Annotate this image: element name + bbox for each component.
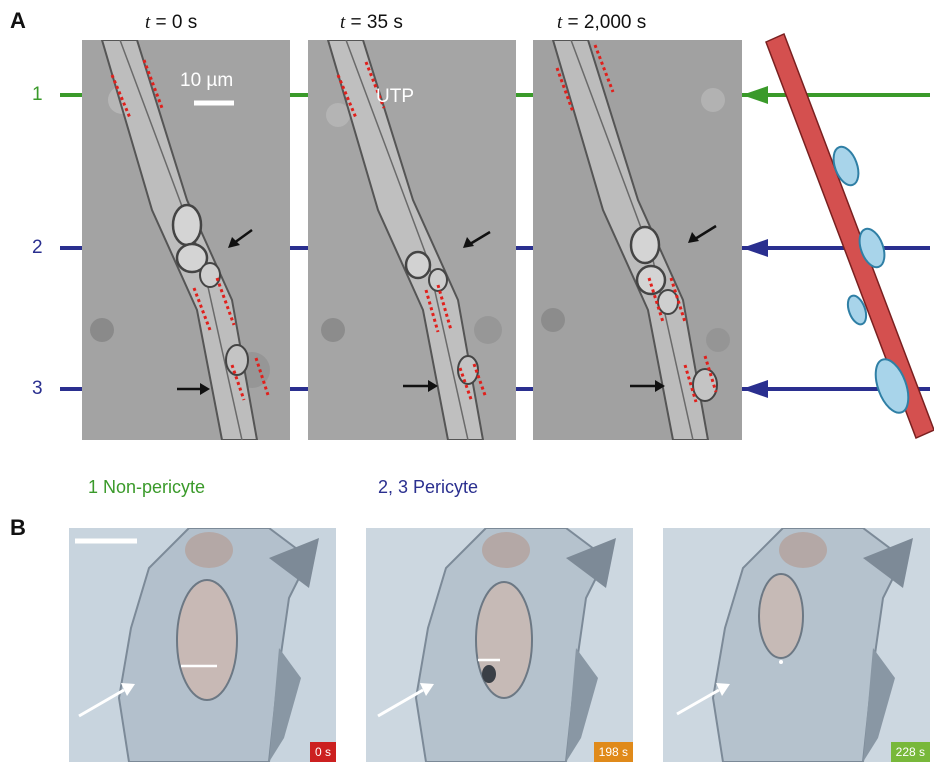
cell-pericyte xyxy=(846,294,868,326)
vessel-schematic xyxy=(765,32,934,440)
dotted-marker xyxy=(458,367,474,403)
timestamp-badge-2: 228 s xyxy=(890,742,930,762)
dotted-marker xyxy=(436,284,453,331)
cell-pericyte xyxy=(874,358,910,414)
time-label-2-value: = 2,000 s xyxy=(562,12,647,33)
dotted-marker xyxy=(424,289,440,333)
black-arrow xyxy=(228,228,253,248)
dotted-marker xyxy=(669,277,687,323)
cell-pericyte xyxy=(858,227,886,269)
time-label-1: t = 35 s xyxy=(340,12,403,34)
arrowhead-row-2 xyxy=(742,239,768,257)
arrowhead-row-1 xyxy=(742,86,768,104)
dotted-marker xyxy=(647,277,665,323)
time-label-2-var: t xyxy=(557,12,563,33)
dotted-marker xyxy=(555,67,575,113)
panel-b-letter: B xyxy=(10,515,26,540)
scale-bar-label: 10 µm xyxy=(180,70,233,91)
black-arrow xyxy=(630,380,665,392)
micrograph-b1: 0 s xyxy=(69,528,336,762)
timestamp-badge-0: 0 s xyxy=(309,742,336,762)
white-arrow xyxy=(676,683,730,716)
time-label-2: t = 2,000 s xyxy=(557,12,646,34)
white-arrow xyxy=(377,683,434,718)
time-label-0-var: t xyxy=(145,12,151,33)
dotted-marker xyxy=(142,59,164,109)
dotted-marker xyxy=(364,61,386,109)
dotted-marker xyxy=(192,287,212,331)
micrograph-a3 xyxy=(533,40,742,440)
cell-non-pericyte xyxy=(832,145,860,187)
capillary-vessel xyxy=(765,32,934,440)
stimulus-label: UTP xyxy=(376,86,414,107)
dotted-marker xyxy=(254,357,270,396)
micrograph-b3: 228 s xyxy=(663,528,930,762)
panel-a-letter: A xyxy=(10,8,26,33)
row-number-1: 1 xyxy=(32,84,43,105)
time-label-0: t = 0 s xyxy=(145,12,197,34)
dotted-marker xyxy=(230,364,246,401)
legend-pericyte: 2, 3 Pericyte xyxy=(378,477,479,497)
micrograph-a2: UTP xyxy=(308,40,516,440)
black-arrow xyxy=(688,224,717,243)
diameter-marker xyxy=(779,660,783,664)
black-arrow xyxy=(463,230,491,248)
row-lines xyxy=(60,86,930,398)
time-label-1-value: = 35 s xyxy=(345,12,403,33)
dotted-marker xyxy=(215,277,236,326)
black-arrow xyxy=(177,383,210,395)
timestamp-badge-1: 198 s xyxy=(593,742,633,762)
micrograph-a1: 10 µm xyxy=(82,40,290,440)
time-label-1-var: t xyxy=(340,12,346,33)
dotted-marker xyxy=(593,44,615,93)
black-arrow xyxy=(403,380,438,392)
micrograph-b2: 198 s xyxy=(366,528,633,762)
row-number-3: 3 xyxy=(32,378,43,399)
arrowhead-row-3 xyxy=(742,380,768,398)
legend-non-pericyte: 1 Non-pericyte xyxy=(88,477,206,497)
dotted-marker xyxy=(472,363,488,399)
time-label-0-value: = 0 s xyxy=(150,12,198,33)
dotted-marker xyxy=(336,74,358,119)
dotted-marker xyxy=(703,355,718,393)
white-arrow xyxy=(78,683,135,718)
dotted-marker xyxy=(110,74,132,119)
dotted-marker xyxy=(683,364,698,403)
row-number-2: 2 xyxy=(32,237,43,258)
